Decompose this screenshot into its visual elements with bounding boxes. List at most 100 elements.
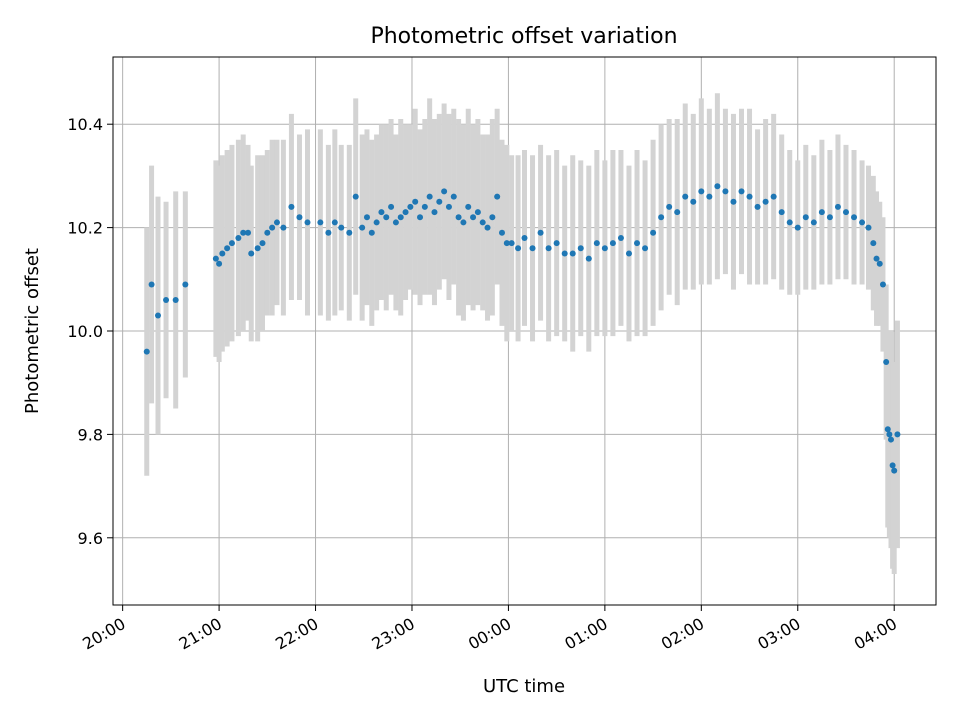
data-point [625, 250, 632, 257]
data-point [529, 245, 536, 252]
data-point [865, 224, 872, 231]
y-tick-label: 10.2 [67, 219, 103, 238]
y-tick-label: 10.4 [67, 115, 103, 134]
data-point [338, 224, 345, 231]
data-point [876, 260, 883, 267]
data-point [674, 209, 681, 216]
data-point [212, 255, 219, 262]
data-point [450, 193, 457, 200]
data-point [359, 224, 366, 231]
data-points [143, 183, 901, 474]
x-tick-label: 04:00 [851, 614, 900, 654]
data-point [148, 281, 155, 288]
data-point [886, 431, 893, 438]
data-point [577, 245, 584, 252]
data-point [842, 209, 849, 216]
data-point [368, 229, 375, 236]
data-point [331, 219, 338, 226]
data-point [770, 193, 777, 200]
data-point [722, 188, 729, 195]
data-point [698, 188, 705, 195]
data-point [498, 229, 505, 236]
x-tick-label: 20:00 [79, 614, 128, 654]
data-point [445, 203, 452, 210]
data-point [288, 203, 295, 210]
data-point [617, 234, 624, 241]
data-point [585, 255, 592, 262]
data-point [754, 203, 761, 210]
data-point [346, 229, 353, 236]
data-point [503, 240, 510, 247]
data-point [363, 214, 370, 221]
data-point [521, 234, 528, 241]
data-point [325, 229, 332, 236]
data-point [818, 209, 825, 216]
data-point [317, 219, 324, 226]
data-point [216, 260, 223, 267]
data-point [706, 193, 713, 200]
data-point [887, 436, 894, 443]
chart-title: Photometric offset variation [370, 24, 677, 49]
data-point [407, 203, 414, 210]
x-tick-label: 23:00 [369, 614, 418, 654]
data-point [228, 240, 235, 247]
x-tick-label: 00:00 [465, 614, 514, 654]
data-point [397, 214, 404, 221]
data-point [690, 198, 697, 205]
data-point [235, 234, 242, 241]
data-point [392, 219, 399, 226]
y-tick-label: 9.6 [78, 529, 103, 548]
x-tick-label: 02:00 [658, 614, 707, 654]
data-point [569, 250, 576, 257]
data-point [879, 281, 886, 288]
data-point [248, 250, 255, 257]
data-point [465, 203, 472, 210]
data-point [794, 224, 801, 231]
data-point [479, 219, 486, 226]
data-point [431, 209, 438, 216]
y-axis: 9.6 9.8 10.0 10.2 10.4 [67, 115, 113, 548]
data-point [402, 209, 409, 216]
data-point [470, 214, 477, 221]
data-point [601, 245, 608, 252]
data-point [143, 348, 150, 355]
data-point [245, 229, 252, 236]
data-point [421, 203, 428, 210]
data-point [537, 229, 544, 236]
data-point [455, 214, 462, 221]
data-point [714, 183, 721, 190]
data-point [658, 214, 665, 221]
data-point [436, 198, 443, 205]
data-point [489, 214, 496, 221]
data-point [219, 250, 226, 257]
data-point [682, 193, 689, 200]
data-point [155, 312, 162, 319]
data-point [634, 240, 641, 247]
y-axis-label: Photometric offset [22, 248, 43, 414]
data-point [826, 214, 833, 221]
data-point [666, 203, 673, 210]
data-point [412, 198, 419, 205]
x-tick-label: 21:00 [176, 614, 225, 654]
data-point [738, 188, 745, 195]
data-point [264, 229, 271, 236]
data-point [296, 214, 303, 221]
data-point [778, 209, 785, 216]
x-tick-label: 01:00 [561, 614, 610, 654]
data-point [182, 281, 189, 288]
data-point [545, 245, 552, 252]
data-point [417, 214, 424, 221]
x-axis: 20:00 21:00 22:00 23:00 00:00 01:00 02:00 03:00… [79, 605, 900, 654]
data-point [515, 245, 522, 252]
x-tick-label: 22:00 [272, 614, 321, 654]
data-point [373, 219, 380, 226]
data-point [859, 219, 866, 226]
data-point [163, 296, 170, 303]
data-point [642, 245, 649, 252]
y-tick-label: 9.8 [78, 425, 103, 444]
x-axis-label: UTC time [483, 676, 565, 697]
data-point [810, 219, 817, 226]
data-point [746, 193, 753, 200]
data-point [172, 296, 179, 303]
